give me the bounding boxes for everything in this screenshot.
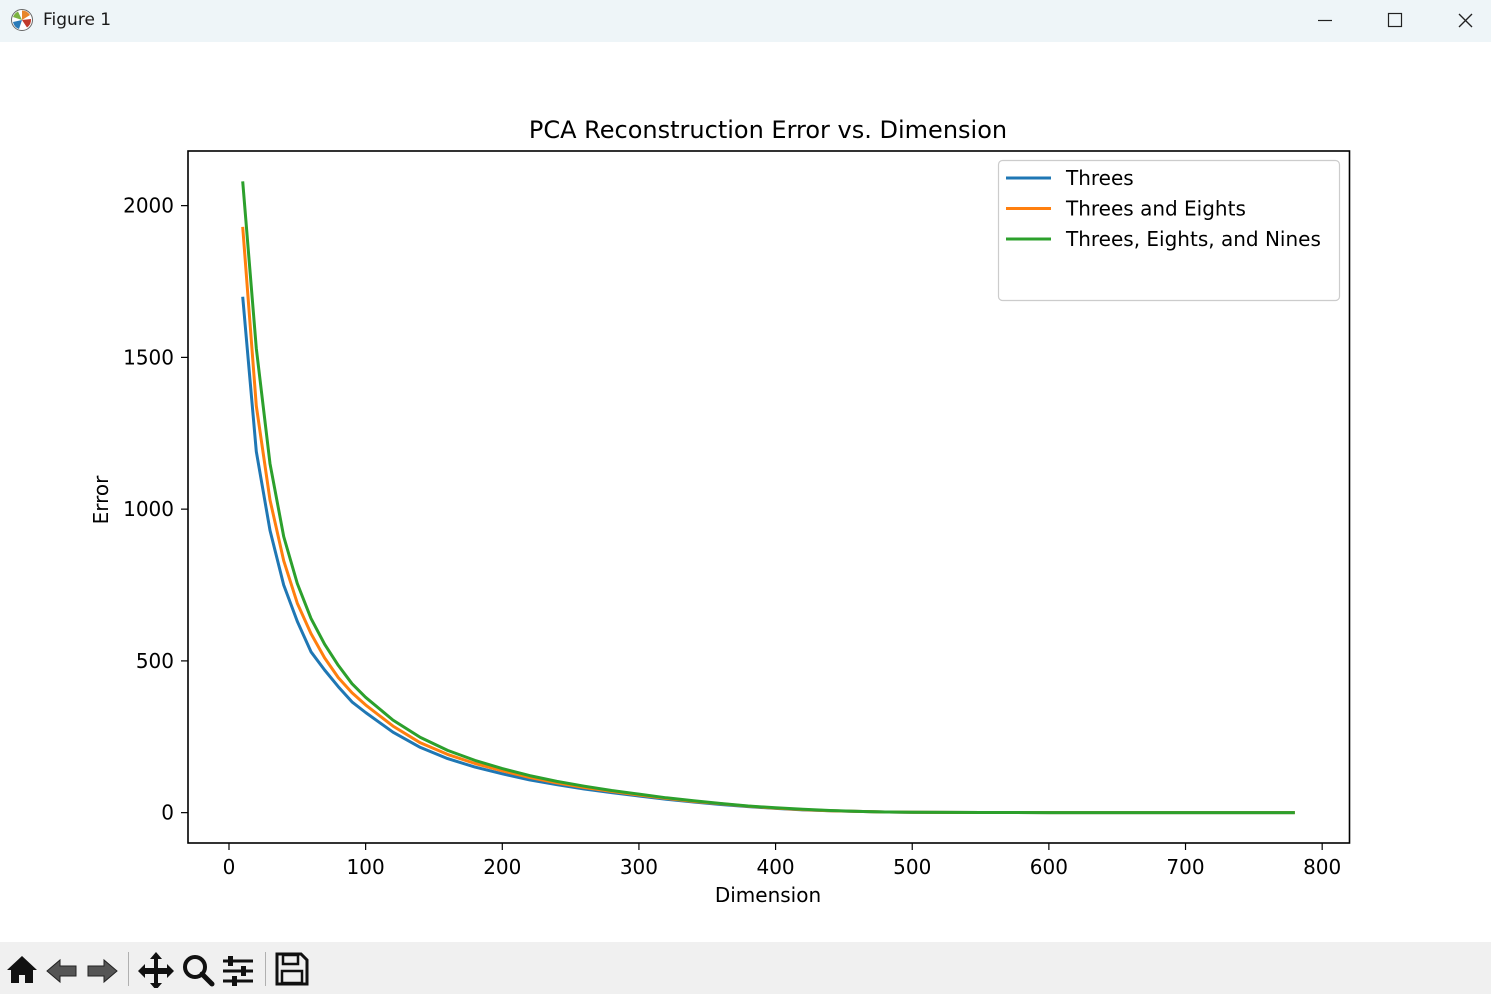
- series-line-1: [241, 296, 1295, 815]
- y-tick-label: 0: [161, 801, 174, 825]
- close-button[interactable]: [1430, 0, 1491, 42]
- y-tick-label: 1500: [123, 345, 174, 369]
- plot-frame: [187, 150, 1351, 844]
- legend-label: Threes, Eights, and Nines: [1065, 227, 1321, 251]
- x-tick-label: 700: [1166, 855, 1204, 879]
- home-icon: [7, 956, 37, 983]
- series-line-3: [241, 181, 1295, 815]
- x-tick-label: 100: [347, 855, 385, 879]
- zoom-magnifier-icon: [183, 955, 215, 987]
- zoom-button[interactable]: [179, 950, 217, 988]
- home-button[interactable]: [3, 950, 41, 988]
- back-arrow-icon: [46, 958, 77, 984]
- maximize-icon: [1387, 12, 1403, 28]
- chart-title: PCA Reconstruction Error vs. Dimension: [529, 116, 1007, 144]
- legend-label: Threes and Eights: [1065, 197, 1246, 221]
- x-axis-ticks: 0 100 200 300 400 500 600 700 800: [223, 843, 1341, 879]
- y-axis-ticks: 0 500 1000 1500 2000: [123, 194, 188, 825]
- x-tick-label: 400: [756, 855, 794, 879]
- legend-label: Threes: [1065, 166, 1134, 190]
- figure-canvas[interactable]: PCA Reconstruction Error vs. Dimension D…: [0, 42, 1491, 942]
- configure-subplots-icon: [223, 956, 253, 986]
- legend: Threes Threes and Eights Threes, Eights, a…: [997, 159, 1341, 302]
- chart: PCA Reconstruction Error vs. Dimension D…: [89, 116, 1351, 907]
- navigation-toolbar: [0, 942, 1491, 994]
- save-floppy-icon: [275, 952, 309, 986]
- minimize-icon: [1318, 19, 1332, 22]
- pan-button[interactable]: [137, 950, 175, 988]
- forward-button[interactable]: [83, 950, 121, 988]
- close-icon: [1458, 13, 1473, 28]
- configure-subplots-button[interactable]: [219, 950, 257, 988]
- toolbar-separator: [128, 952, 129, 986]
- pan-move-icon: [138, 952, 174, 988]
- forward-arrow-icon: [87, 958, 118, 984]
- window-titlebar: Figure 1: [0, 0, 1491, 42]
- x-tick-label: 500: [893, 855, 931, 879]
- x-tick-label: 0: [223, 855, 236, 879]
- toolbar-separator: [265, 952, 266, 986]
- series-layer: [241, 181, 1295, 815]
- y-tick-label: 1000: [123, 497, 174, 521]
- window-title: Figure 1: [43, 10, 112, 30]
- x-tick-label: 600: [1030, 855, 1068, 879]
- matplotlib-app-icon: [10, 8, 34, 32]
- maximize-button[interactable]: [1360, 0, 1430, 42]
- back-button[interactable]: [43, 950, 81, 988]
- x-axis-label: Dimension: [715, 883, 821, 907]
- y-tick-label: 500: [136, 649, 174, 673]
- y-tick-label: 2000: [123, 194, 174, 218]
- x-tick-label: 200: [483, 855, 521, 879]
- legend-box: [997, 159, 1341, 302]
- x-tick-label: 800: [1303, 855, 1341, 879]
- y-axis-label: Error: [89, 475, 113, 525]
- x-tick-label: 300: [620, 855, 658, 879]
- save-button[interactable]: [273, 950, 311, 988]
- minimize-button[interactable]: [1290, 0, 1360, 42]
